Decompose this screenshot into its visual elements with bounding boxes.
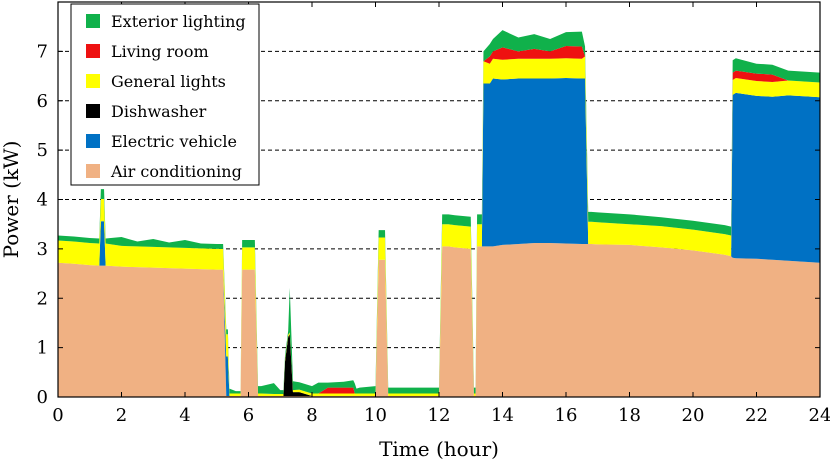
x-tick-label-18: 18 [618,405,641,426]
legend-swatch-air-conditioning [86,164,100,178]
x-tick-label-20: 20 [682,405,705,426]
x-tick-label-24: 24 [809,405,830,426]
y-tick-label-0: 0 [37,387,48,408]
legend-swatch-electric-vehicle [86,134,100,148]
legend-label-air-conditioning: Air conditioning [110,162,242,181]
x-tick-label-12: 12 [428,405,451,426]
x-tick-label-8: 8 [306,405,317,426]
legend-swatch-living-room [86,44,100,58]
legend-swatch-general-lights [86,74,100,88]
area-general-lights [58,56,820,397]
x-tick-label-16: 16 [555,405,578,426]
x-tick-label-14: 14 [491,405,514,426]
legend-label-general-lights: General lights [111,72,226,91]
legend-label-exterior-lighting: Exterior lighting [111,12,246,31]
y-tick-label-1: 1 [37,338,48,359]
legend-swatch-exterior-lighting [86,14,100,28]
y-tick-label-3: 3 [37,239,48,260]
legend-label-electric-vehicle: Electric vehicle [111,132,237,151]
area-electric-vehicle [58,78,820,397]
y-tick-label-5: 5 [37,140,48,161]
legend-box [70,3,260,186]
legend-label-living-room: Living room [111,42,209,61]
x-tick-label-22: 22 [745,405,768,426]
y-axis-title: Power (kW) [0,141,23,259]
y-tick-label-2: 2 [37,288,48,309]
area-layer [58,30,820,397]
x-tick-label-4: 4 [179,405,190,426]
legend-label-dishwasher: Dishwasher [111,102,207,121]
x-tick-label-6: 6 [243,405,254,426]
y-tick-label-4: 4 [37,190,48,211]
x-tick-label-10: 10 [364,405,387,426]
legend-swatch-dishwasher [86,104,100,118]
y-tick-label-6: 6 [37,91,48,112]
x-tick-label-2: 2 [116,405,127,426]
x-axis-title: Time (hour) [379,437,499,461]
x-tick-label-0: 0 [52,405,63,426]
area-air-conditioning [58,242,820,397]
y-tick-label-7: 7 [37,41,48,62]
legend: Exterior lighting Living room General ligh… [70,3,260,186]
area-exterior-lighting [58,30,820,395]
